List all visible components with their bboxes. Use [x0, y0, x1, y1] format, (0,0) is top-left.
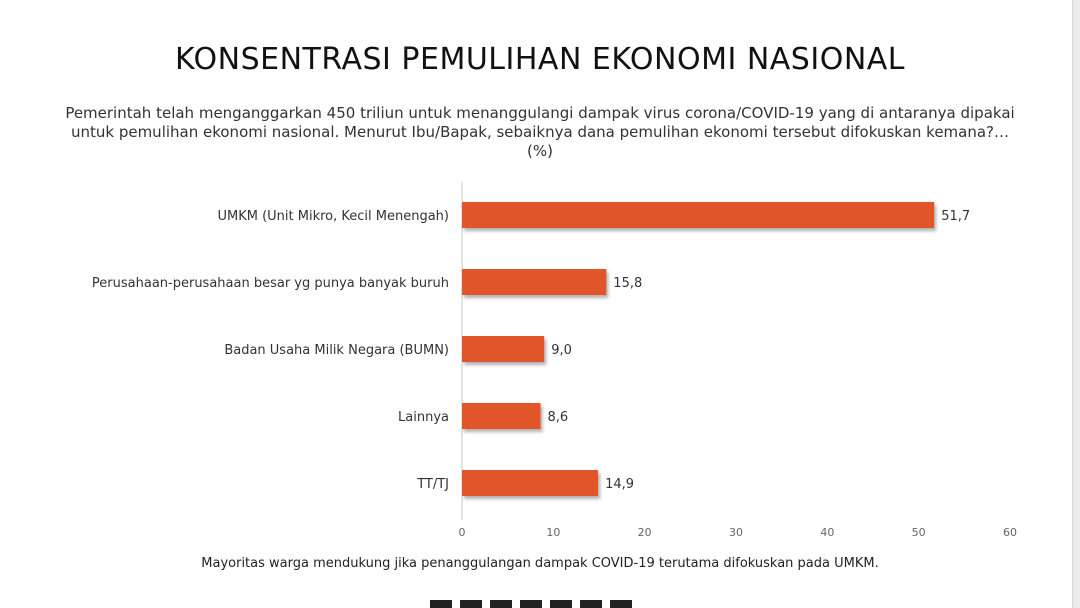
x-tick-label: 50 — [912, 526, 926, 539]
category-label: Lainnya — [398, 410, 449, 425]
x-tick-label: 60 — [1003, 526, 1017, 539]
bar — [462, 269, 607, 295]
data-label: 9,0 — [551, 343, 572, 358]
category-label: UMKM (Unit Mikro, Kecil Menengah) — [217, 209, 449, 224]
question-text: Pemerintah telah menganggarkan 450 trili… — [65, 104, 1015, 160]
data-label: 14,9 — [605, 477, 634, 492]
bar — [462, 202, 935, 228]
window-edge — [1073, 0, 1080, 608]
x-tick-label: 30 — [729, 526, 743, 539]
category-label: Badan Usaha Milik Negara (BUMN) — [224, 343, 449, 358]
bar — [462, 403, 541, 429]
data-label: 8,6 — [548, 410, 569, 425]
x-tick-label: 40 — [820, 526, 834, 539]
conclusion-note: Mayoritas warga mendukung jika penanggul… — [201, 556, 879, 571]
category-label: Perusahaan-perusahaan besar yg punya ban… — [92, 276, 449, 291]
x-tick-label: 0 — [459, 526, 466, 539]
bar — [462, 470, 599, 496]
x-tick-label: 20 — [638, 526, 652, 539]
category-label: TT/TJ — [416, 477, 449, 492]
bar — [462, 336, 545, 362]
x-tick-label: 10 — [546, 526, 560, 539]
page-title: KONSENTRASI PEMULIHAN EKONOMI NASIONAL — [174, 42, 905, 77]
data-label: 51,7 — [941, 209, 970, 224]
cropped-footer-text — [430, 600, 640, 608]
data-label: 15,8 — [613, 276, 642, 291]
